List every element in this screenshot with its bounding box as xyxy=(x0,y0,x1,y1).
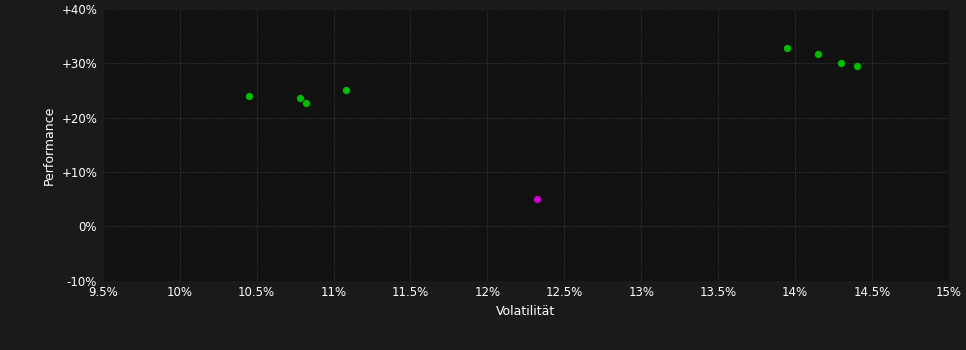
Point xyxy=(242,93,257,99)
Point xyxy=(834,61,849,66)
Point xyxy=(298,100,314,105)
Point xyxy=(292,96,307,101)
Point xyxy=(338,87,354,92)
Point xyxy=(849,63,865,69)
Y-axis label: Performance: Performance xyxy=(43,105,56,185)
Point xyxy=(528,196,544,202)
X-axis label: Volatilität: Volatilität xyxy=(497,305,555,318)
Point xyxy=(780,46,795,51)
Point xyxy=(810,51,826,56)
